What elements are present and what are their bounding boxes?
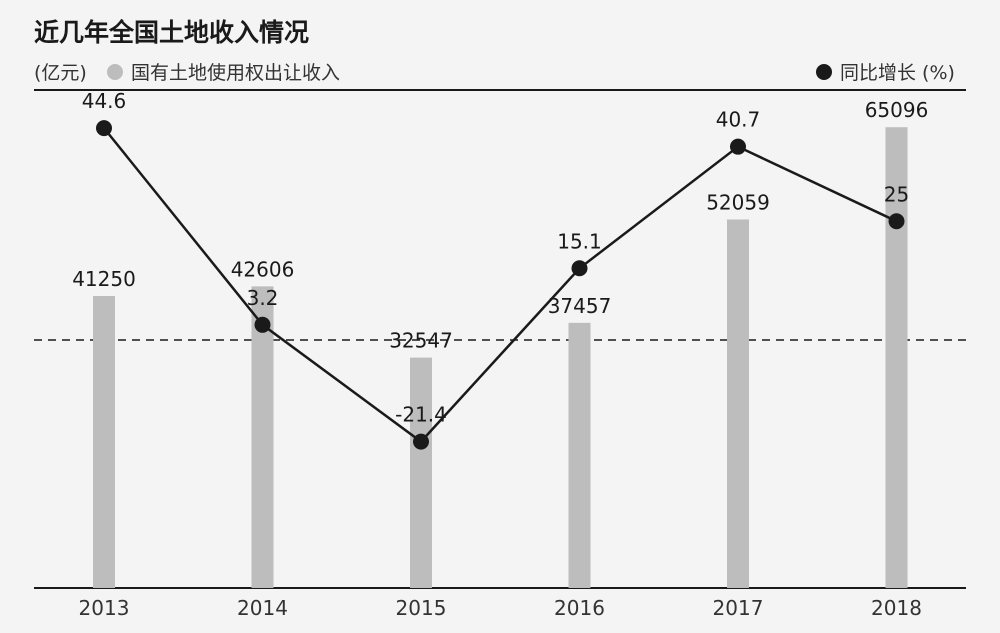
x-tick-2016: 2016 (554, 596, 605, 620)
legend-bar-swatch (107, 64, 123, 80)
bar-2015 (410, 357, 432, 588)
legend-line-label: 同比增长 (%) (840, 62, 955, 84)
growth-label-2013: 44.6 (82, 89, 127, 113)
growth-label-2016: 15.1 (557, 229, 602, 253)
legend: 国有土地使用权出让收入 同比增长 (%) (107, 62, 955, 84)
growth-point-2014 (254, 316, 271, 333)
growth-line (103, 127, 898, 444)
bar-labels: 41250 42606 32547 37457 52059 65096 (72, 98, 928, 352)
bar-label-2015: 32547 (389, 329, 453, 353)
x-tick-2018: 2018 (871, 596, 922, 620)
bar-2013 (93, 295, 115, 588)
legend-bar-label: 国有土地使用权出让收入 (131, 62, 340, 84)
bar-label-2013: 41250 (72, 267, 136, 291)
bar-label-2014: 42606 (231, 257, 295, 281)
x-tick-labels: 2013 2014 2015 2016 2017 2018 (79, 596, 922, 620)
legend-line-swatch (816, 64, 832, 80)
bar-series (93, 127, 908, 588)
unit-label: (亿元) (34, 62, 87, 84)
bar-label-2016: 37457 (548, 294, 612, 318)
growth-point-2018 (888, 213, 905, 230)
bar-2016 (568, 322, 591, 588)
growth-point-2016 (571, 260, 588, 277)
growth-label-2017: 40.7 (716, 108, 761, 132)
growth-point-2015 (413, 433, 429, 450)
bar-2014 (251, 286, 274, 588)
growth-point-2013 (96, 120, 112, 137)
x-tick-2017: 2017 (713, 596, 764, 620)
growth-point-2017 (730, 138, 746, 155)
line-series (96, 120, 905, 450)
bar-2018 (885, 127, 908, 588)
bar-2017 (727, 219, 749, 588)
growth-label-2018: 25 (884, 182, 909, 206)
growth-label-2015: -21.4 (395, 403, 447, 427)
growth-label-2014: 3.2 (247, 286, 279, 310)
x-tick-2015: 2015 (396, 596, 447, 620)
bar-label-2017: 52059 (706, 190, 770, 214)
x-tick-2014: 2014 (237, 596, 288, 620)
line-labels: 44.6 3.2 -21.4 15.1 40.7 25 (82, 89, 909, 427)
bar-label-2018: 65096 (865, 98, 929, 122)
chart-title: 近几年全国土地收入情况 (34, 18, 309, 47)
x-tick-2013: 2013 (79, 596, 130, 620)
